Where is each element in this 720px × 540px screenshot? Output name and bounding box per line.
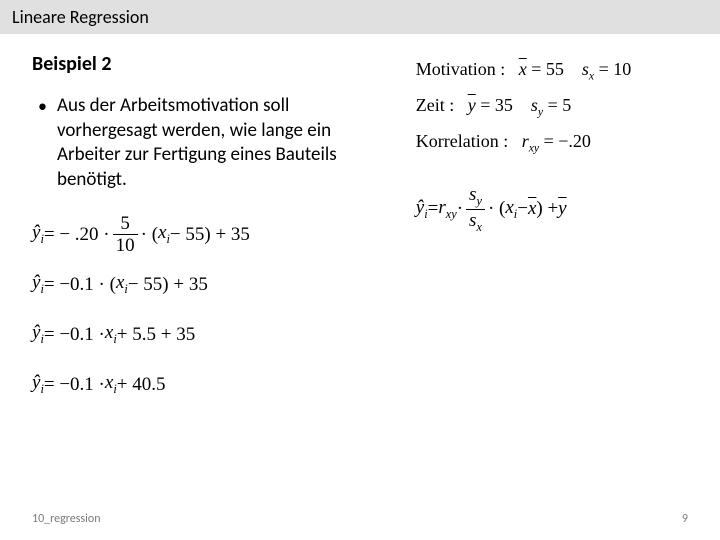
general-formula: ŷi = rxy · sy sx · (xi − x) + y (416, 185, 688, 232)
bullet-text: Aus der Arbeitsmotivation soll vorherges… (57, 94, 392, 193)
footer-left: 10_regression (32, 512, 101, 526)
right-column: Motivation : x = 55 sx = 10 Zeit : y = 3… (416, 52, 688, 415)
derivation-line-2: ŷi = −0.1 · (xi − 55) + 35 (32, 265, 392, 305)
two-column-layout: • Aus der Arbeitsmotivation soll vorherg… (32, 94, 688, 415)
left-column: • Aus der Arbeitsmotivation soll vorherg… (32, 94, 392, 415)
slide-content: Beispiel 2 • Aus der Arbeitsmotivation s… (0, 34, 720, 415)
slide-title-bar: Lineare Regression (0, 0, 720, 34)
derivation-line-3: ŷi = −0.1 · xi + 5.5 + 35 (32, 315, 392, 355)
bullet-marker: • (32, 94, 47, 119)
slide-footer: 10_regression 9 (32, 512, 688, 526)
derivation-line-1: ŷi = − .20 · 510 · (xi − 55) + 35 (32, 215, 392, 255)
derivation-line-4: ŷi = −0.1 · xi + 40.5 (32, 365, 392, 405)
footer-page-number: 9 (682, 512, 688, 526)
bullet-item: • Aus der Arbeitsmotivation soll vorherg… (32, 94, 392, 193)
stat-motivation: Motivation : x = 55 sx = 10 (416, 52, 688, 88)
stat-korrelation: Korrelation : rxy = −.20 (416, 124, 688, 160)
stats-block: Motivation : x = 55 sx = 10 Zeit : y = 3… (416, 52, 688, 159)
stat-zeit: Zeit : y = 35 sy = 5 (416, 88, 688, 124)
derivation-block: ŷi = − .20 · 510 · (xi − 55) + 35 ŷi = −… (32, 215, 392, 405)
slide-title: Lineare Regression (12, 6, 149, 28)
